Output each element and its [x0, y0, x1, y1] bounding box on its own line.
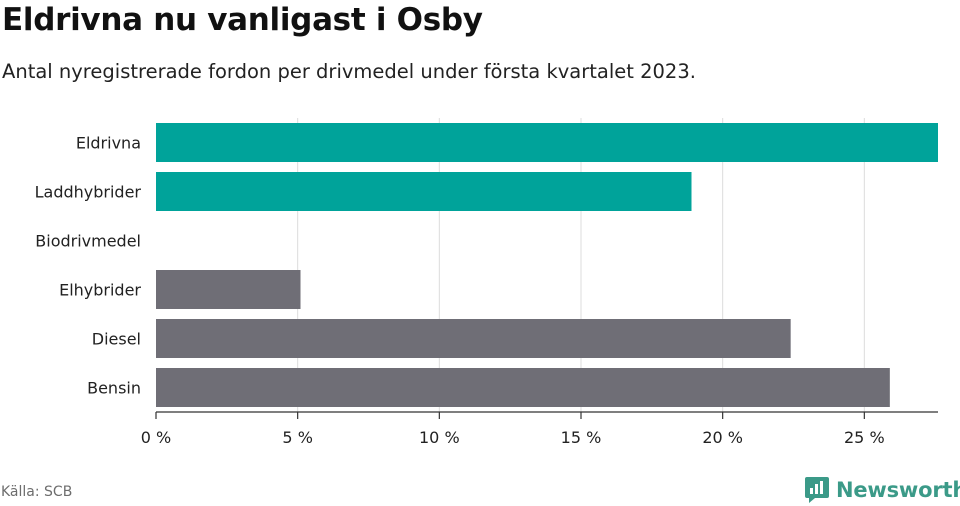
category-labels: Eldrivna Laddhybrider Biodrivmedel Elhybrid… [35, 134, 142, 398]
category-label: Laddhybrider [35, 183, 142, 202]
bar-chart: 0 % 5 % 10 % 15 % 20 % 25 % Eldrivna Laddhybri… [35, 118, 938, 447]
x-axis: 0 % 5 % 10 % 15 % 20 % 25 % [141, 411, 938, 447]
x-tick-label: 0 % [141, 428, 171, 447]
bar-laddhybrider [156, 172, 692, 211]
source-note: Källa: SCB [1, 484, 73, 500]
x-tick-label: 25 % [844, 428, 885, 447]
newsworthy-logo-icon [805, 477, 829, 503]
category-label: Bensin [87, 379, 141, 398]
brand-logo[interactable]: Newsworthy [804, 474, 960, 506]
category-label: Eldrivna [76, 134, 141, 153]
category-label: Diesel [92, 330, 141, 349]
x-tick-label: 20 % [702, 428, 743, 447]
bar-elhybrider [156, 270, 301, 309]
bar-bensin [156, 368, 890, 407]
bar-diesel [156, 319, 791, 358]
category-label: Biodrivmedel [35, 232, 141, 251]
x-tick-label: 10 % [419, 428, 460, 447]
chart-title: Eldrivna nu vanligast i Osby [2, 2, 483, 38]
brand-name: Newsworthy [836, 478, 960, 502]
grid-lines [297, 118, 865, 412]
bar-eldrivna [156, 123, 938, 162]
category-label: Elhybrider [59, 281, 141, 300]
bars [156, 123, 938, 407]
chart-subtitle: Antal nyregistrerade fordon per drivmede… [2, 60, 696, 83]
x-tick-label: 5 % [282, 428, 312, 447]
x-tick-label: 15 % [561, 428, 602, 447]
